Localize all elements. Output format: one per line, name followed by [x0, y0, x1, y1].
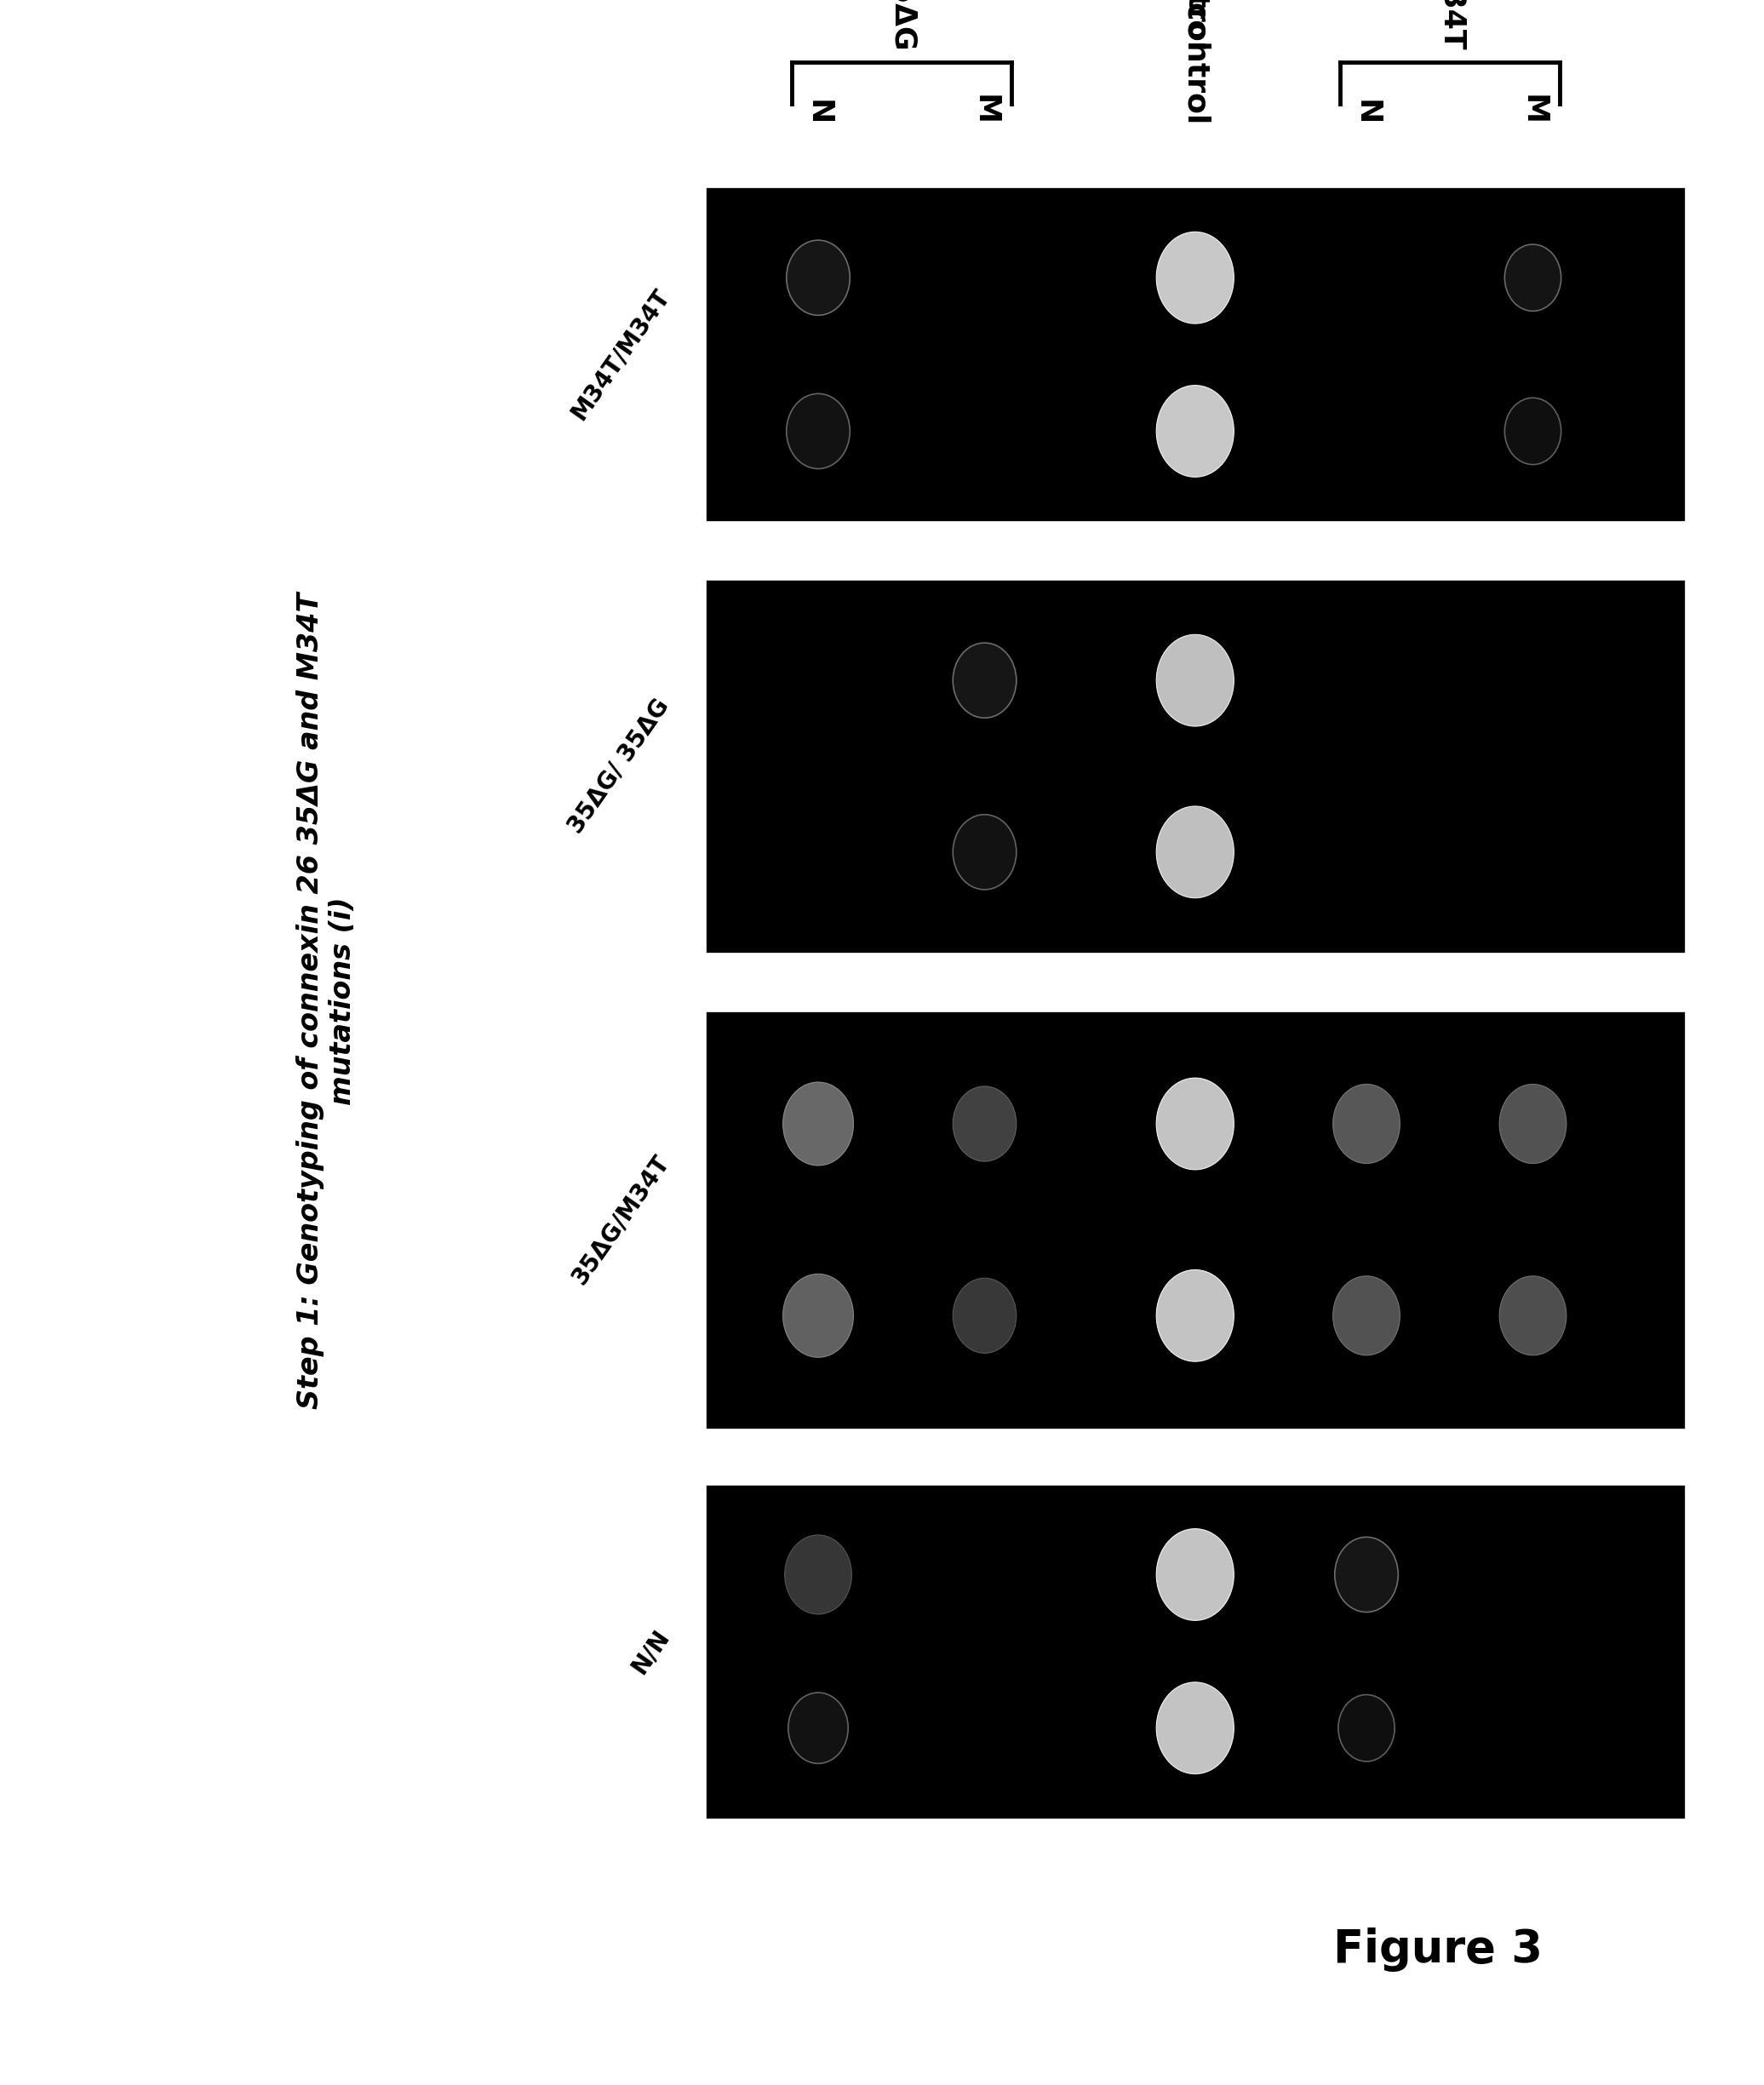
- Text: M34T/M34T: M34T/M34T: [566, 286, 674, 423]
- FancyBboxPatch shape: [706, 188, 1685, 521]
- Circle shape: [953, 815, 1016, 890]
- Text: M: M: [1519, 94, 1547, 125]
- Circle shape: [1157, 1270, 1235, 1362]
- Circle shape: [787, 394, 850, 469]
- Text: Step 1: Genotyping of connexin 26 35ΔG and M34T
mutations (i): Step 1: Genotyping of connexin 26 35ΔG a…: [296, 592, 356, 1409]
- Text: M: M: [970, 94, 998, 125]
- Circle shape: [953, 1278, 1016, 1353]
- Circle shape: [787, 240, 850, 315]
- Text: 35ΔG/ 35ΔG: 35ΔG/ 35ΔG: [563, 694, 674, 838]
- Circle shape: [783, 1082, 854, 1166]
- Text: 35ΔG: 35ΔG: [887, 0, 916, 52]
- Text: Figure 3: Figure 3: [1334, 1927, 1542, 1972]
- Circle shape: [1334, 1084, 1401, 1163]
- Circle shape: [1505, 244, 1561, 311]
- Circle shape: [953, 642, 1016, 717]
- Circle shape: [785, 1535, 852, 1614]
- Circle shape: [1335, 1537, 1399, 1612]
- Text: control: control: [1180, 2, 1210, 125]
- Circle shape: [1157, 1528, 1235, 1620]
- Circle shape: [953, 1086, 1016, 1161]
- Circle shape: [1157, 807, 1235, 899]
- FancyBboxPatch shape: [706, 1485, 1685, 1818]
- Text: control: control: [1182, 0, 1208, 52]
- Text: 35ΔG/M34T: 35ΔG/M34T: [568, 1151, 674, 1289]
- Circle shape: [1157, 1078, 1235, 1170]
- Text: N: N: [804, 100, 833, 125]
- Text: M34T: M34T: [1436, 0, 1464, 52]
- Circle shape: [1157, 386, 1235, 477]
- Text: N/N: N/N: [626, 1624, 674, 1678]
- Text: N: N: [1351, 100, 1381, 125]
- Circle shape: [789, 1693, 848, 1764]
- Circle shape: [1505, 398, 1561, 465]
- Circle shape: [1334, 1276, 1401, 1355]
- Circle shape: [1157, 231, 1235, 323]
- Circle shape: [1157, 1683, 1235, 1774]
- FancyBboxPatch shape: [706, 1011, 1685, 1428]
- Circle shape: [1499, 1276, 1566, 1355]
- Circle shape: [1339, 1695, 1395, 1762]
- FancyBboxPatch shape: [706, 580, 1685, 953]
- Circle shape: [1157, 634, 1235, 726]
- Circle shape: [783, 1274, 854, 1357]
- Circle shape: [1499, 1084, 1566, 1163]
